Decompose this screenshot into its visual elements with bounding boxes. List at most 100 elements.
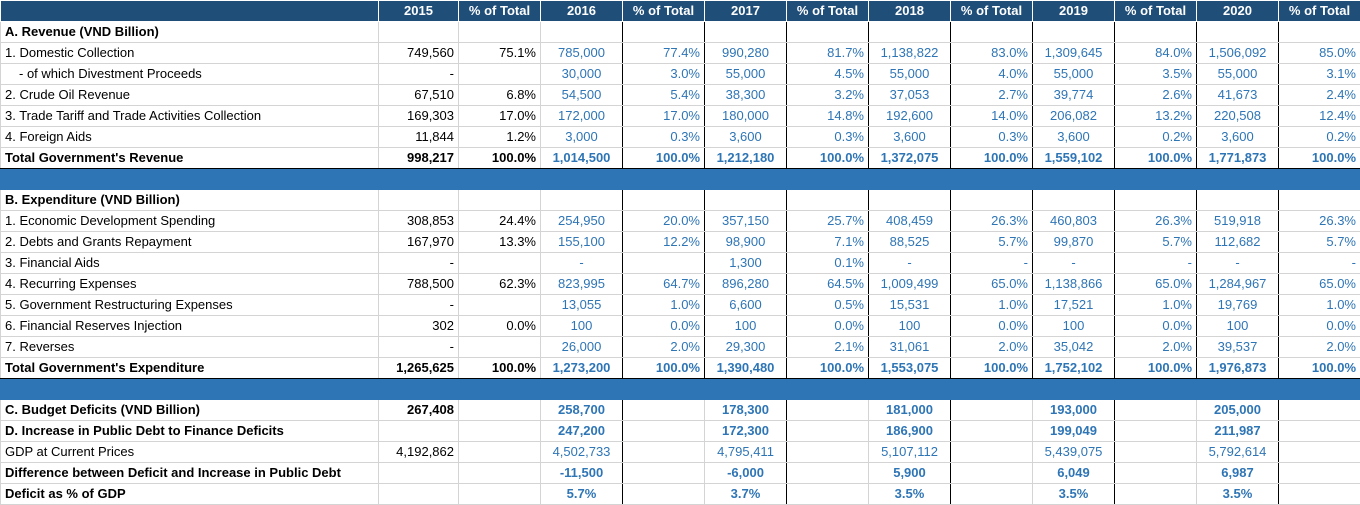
table-cell (622, 252, 705, 274)
section-title: A. Revenue (VND Billion) (0, 21, 379, 43)
table-cell: 788,500 (378, 273, 459, 295)
row-label: 6. Financial Reserves Injection (0, 315, 379, 337)
table-cell: 5.7% (1278, 231, 1360, 253)
table-row: 6. Financial Reserves Injection 302 0.0% 10… (0, 315, 1360, 337)
table-cell: 39,537 (1196, 336, 1279, 358)
table-cell: - (378, 63, 459, 85)
separator-band (0, 378, 1360, 400)
table-cell: 41,673 (1196, 84, 1279, 106)
table-cell: 1.0% (950, 294, 1033, 316)
band-cell (458, 168, 541, 190)
empty-cell (1114, 462, 1197, 484)
table-cell: 2.4% (1278, 84, 1360, 106)
table-cell (458, 252, 541, 274)
empty-cell (786, 462, 869, 484)
table-cell: 823,995 (540, 273, 623, 295)
empty-cell (950, 462, 1033, 484)
band-cell (622, 378, 705, 400)
band-cell (378, 378, 459, 400)
table-cell: 180,000 (704, 105, 787, 127)
table-cell: 35,042 (1032, 336, 1115, 358)
table-cell: 75.1% (458, 42, 541, 64)
table-cell: 3,600 (1196, 126, 1279, 148)
table-cell: 5.4% (622, 84, 705, 106)
table-cell: 0.0% (458, 315, 541, 337)
band-cell (1114, 168, 1197, 190)
table-cell: 211,987 (1196, 420, 1279, 442)
row-label: Total Government's Revenue (0, 147, 379, 169)
empty-cell (1114, 189, 1197, 211)
band-cell (786, 168, 869, 190)
table-cell: 20.0% (622, 210, 705, 232)
table-cell: - (1032, 252, 1115, 274)
table-cell: 26.3% (950, 210, 1033, 232)
table-cell: 14.0% (950, 105, 1033, 127)
empty-cell (622, 441, 705, 463)
header-row: 2015% of Total 2016% of Total 2017% of Tot… (0, 0, 1360, 22)
table-cell: 0.2% (1114, 126, 1197, 148)
table-cell: 2.0% (1278, 336, 1360, 358)
table-cell: -6,000 (704, 462, 787, 484)
empty-cell (1278, 483, 1360, 505)
table-cell: 3.2% (786, 84, 869, 106)
table-cell: 17.0% (458, 105, 541, 127)
band-cell (0, 168, 379, 190)
empty-cell (1278, 420, 1360, 442)
band-cell (786, 378, 869, 400)
table-cell: 4.0% (950, 63, 1033, 85)
table-cell: 100.0% (786, 147, 869, 169)
table-cell: 5,107,112 (868, 441, 951, 463)
row-label: 5. Government Restructuring Expenses (0, 294, 379, 316)
empty-cell (458, 399, 541, 421)
band-cell (378, 168, 459, 190)
table-cell: 100 (704, 315, 787, 337)
empty-cell (786, 21, 869, 43)
separator-band (0, 168, 1360, 190)
column-header: % of Total (1278, 0, 1360, 22)
table-cell: 3.0% (622, 63, 705, 85)
row-label: GDP at Current Prices (0, 441, 379, 463)
table-cell: 26,000 (540, 336, 623, 358)
table-cell (378, 462, 459, 484)
table-cell: 17.0% (622, 105, 705, 127)
empty-cell (950, 21, 1033, 43)
table-cell: 2.0% (622, 336, 705, 358)
table-cell: 749,560 (378, 42, 459, 64)
table-cell: 0.1% (786, 252, 869, 274)
table-cell: 62.3% (458, 273, 541, 295)
table-cell: 100.0% (1278, 357, 1360, 379)
empty-cell (458, 21, 541, 43)
table-cell: 7.1% (786, 231, 869, 253)
row-label: 4. Recurring Expenses (0, 273, 379, 295)
summary-row: Deficit as % of GDP 5.7% 3.7% 3.5% 3.5% 3.5% (0, 483, 1360, 505)
band-cell (704, 378, 787, 400)
table-cell: 1.2% (458, 126, 541, 148)
table-cell: 24.4% (458, 210, 541, 232)
row-label: 2. Crude Oil Revenue (0, 84, 379, 106)
table-cell (458, 336, 541, 358)
empty-cell (786, 441, 869, 463)
empty-cell (704, 189, 787, 211)
table-cell: 998,217 (378, 147, 459, 169)
table-cell: 408,459 (868, 210, 951, 232)
table-cell: 3.5% (1032, 483, 1115, 505)
column-header: % of Total (622, 0, 705, 22)
table-cell: 100 (1196, 315, 1279, 337)
table-cell: 1,284,967 (1196, 273, 1279, 295)
empty-cell (1114, 420, 1197, 442)
table-cell: 3.5% (1196, 483, 1279, 505)
table-cell: - (540, 252, 623, 274)
table-cell: 172,300 (704, 420, 787, 442)
table-cell: 65.0% (950, 273, 1033, 295)
table-cell: 4,502,733 (540, 441, 623, 463)
row-label: 1. Economic Development Spending (0, 210, 379, 232)
band-cell (1032, 168, 1115, 190)
table-cell: - (378, 252, 459, 274)
empty-cell (1196, 189, 1279, 211)
table-cell: 99,870 (1032, 231, 1115, 253)
band-cell (950, 378, 1033, 400)
table-cell: 26.3% (1114, 210, 1197, 232)
band-cell (1196, 378, 1279, 400)
